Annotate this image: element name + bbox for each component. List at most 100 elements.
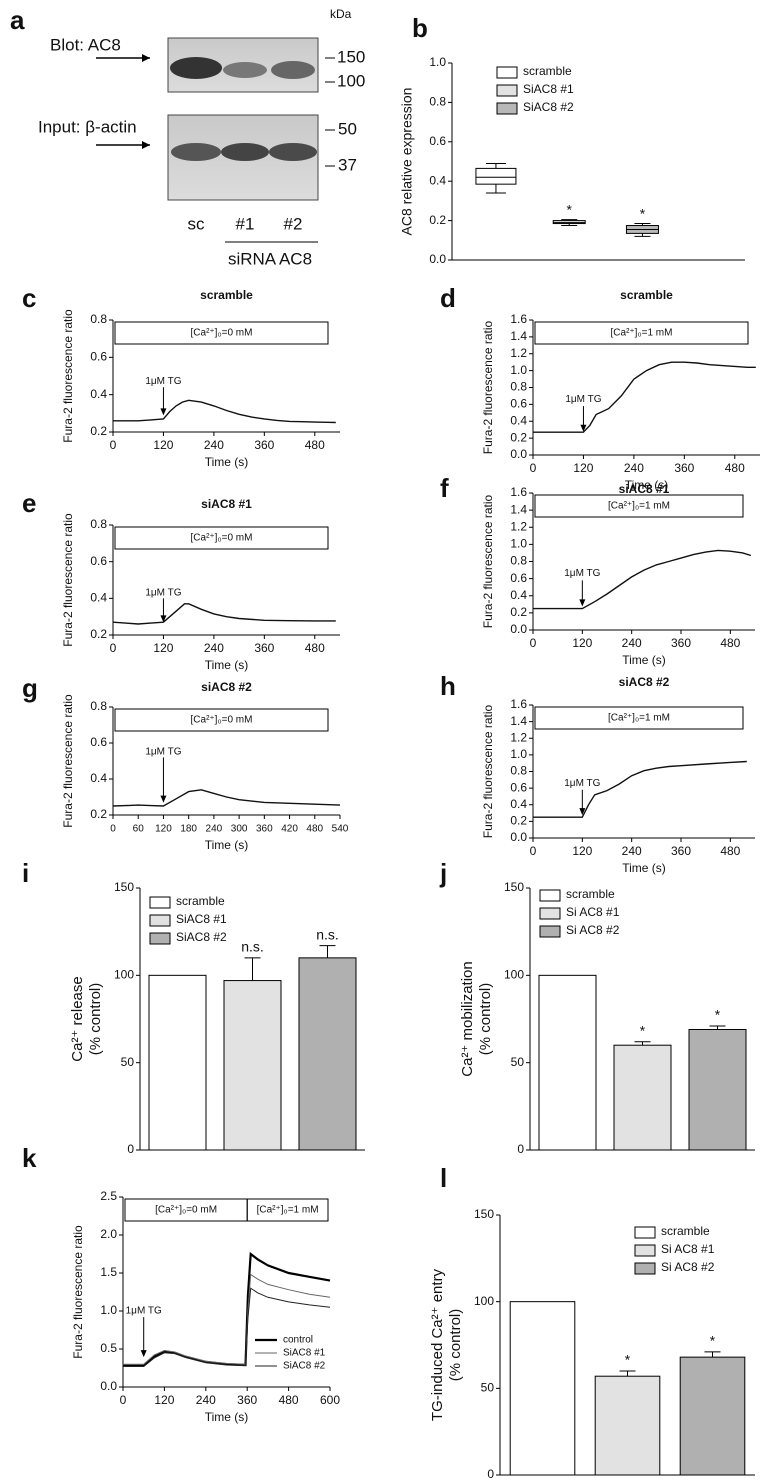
x-tick-label: 480 (306, 824, 323, 835)
panel: j 0 50 100 150 Ca²⁺ mobilization (% control) * *… (439, 858, 755, 1156)
x-tick-label: 240 (206, 824, 223, 835)
y-tick-label: 0.6 (510, 571, 527, 585)
error-bar (244, 957, 261, 981)
legend-label: SiAC8 #2 (176, 930, 227, 944)
data-line (123, 1273, 331, 1365)
y-tick-label: 0.8 (510, 554, 527, 568)
arrow-head (142, 141, 150, 149)
x-tick-label: 480 (279, 1393, 299, 1407)
panel: c scramble 0.2 0.4 0.6 0.8 Fura-2 fluorescence… (22, 283, 340, 469)
x-tick-label: 600 (320, 1393, 340, 1407)
bar-label: * (710, 1333, 716, 1349)
y-tick-label: 1.0 (100, 1303, 117, 1317)
x-tick-label: 360 (671, 636, 691, 650)
y-tick-label: 0.5 (100, 1341, 117, 1355)
y-axis-label: Fura-2 fluorescence ratio (481, 494, 495, 628)
legend-label: SiAC8 #2 (283, 1361, 326, 1372)
bar-label: * (625, 1352, 631, 1368)
panel: g siAC8 #2 0.2 0.4 0.6 0.8 Fura-2 fluorescence… (22, 673, 349, 852)
x-axis-label: Time (s) (205, 1410, 249, 1424)
error-bar (619, 1370, 636, 1377)
y-tick-label: 0.6 (90, 350, 107, 364)
y-axis-label: Fura-2 fluorescence ratio (481, 320, 495, 454)
x-tick-label: 360 (237, 1393, 257, 1407)
y-tick-label: 0 (517, 1142, 524, 1156)
unit-label: kDa (330, 7, 352, 21)
legend-swatch (539, 907, 561, 920)
panel-a: a kDa Blot: AC8 150 100 Input: β-actin 5… (10, 5, 365, 269)
arrow-head (580, 424, 587, 432)
x-tick-label: 240 (624, 461, 644, 475)
y-tick-label: 1.0 (510, 537, 527, 551)
blot-label: Blot: AC8 (50, 35, 121, 54)
legend-swatch (496, 66, 518, 79)
y-tick-label: 0.8 (90, 517, 107, 531)
y-tick-label: 0.4 (90, 591, 107, 605)
y-tick-label: 0.8 (429, 95, 446, 109)
legend-label: SiAC8 #1 (176, 912, 227, 926)
arrow-head (140, 1350, 147, 1358)
legend-label: Si AC8 #1 (566, 905, 620, 919)
x-tick-label: 540 (332, 824, 349, 835)
y-tick-label: 1.4 (510, 714, 527, 728)
legend-swatch (634, 1244, 656, 1257)
arrow-head (160, 795, 167, 803)
y-axis-label: Ca²⁺ release (69, 976, 86, 1061)
y-tick-label: 0.6 (510, 780, 527, 794)
y-tick-label: 0 (127, 1142, 134, 1156)
condition-label: [Ca²⁺]₀=0 mM (191, 328, 253, 339)
legend-label: Si AC8 #2 (566, 923, 620, 937)
y-axis-label: Fura-2 fluorescence ratio (61, 309, 75, 443)
marker-label: 100 (337, 71, 365, 90)
annotation: 1μM TG (564, 778, 600, 789)
chart-title: scramble (620, 288, 673, 302)
legend-label: control (283, 1335, 313, 1346)
legend-swatch (539, 889, 561, 902)
y-tick-label: 100 (474, 1294, 494, 1308)
x-tick-label: 0 (530, 844, 537, 858)
y-tick-label: 100 (114, 968, 134, 982)
panel: d scramble 0.0 0.2 0.4 0.6 0.8 1.0 1.2 1.4 1.6 Fura… (440, 283, 760, 492)
x-tick-label: 300 (231, 824, 248, 835)
x-tick-label: 180 (180, 824, 197, 835)
lane-label: #1 (236, 214, 255, 233)
panel: h siAC8 #2 0.0 0.2 0.4 0.6 0.8 1.0 1.2 1.4 1.6 Fura… (440, 671, 755, 875)
x-tick-label: 360 (254, 438, 274, 452)
band (171, 143, 221, 161)
condition-box (534, 706, 744, 730)
x-tick-label: 480 (720, 844, 740, 858)
y-tick-label: 1.6 (510, 312, 527, 326)
y-tick-label: 1.4 (510, 502, 527, 516)
chart-title: siAC8 #1 (201, 497, 252, 511)
x-tick-label: 480 (305, 438, 325, 452)
data-line (123, 1287, 331, 1367)
x-tick-label: 240 (196, 1393, 216, 1407)
y-axis-label: Fura-2 fluorescence ratio (61, 694, 75, 828)
y-tick-label: 2.0 (100, 1227, 117, 1241)
box-label: * (640, 205, 646, 221)
arrow-head (142, 54, 150, 62)
panel: e siAC8 #1 0.2 0.4 0.6 0.8 Fura-2 fluorescence… (22, 488, 340, 672)
data-line (113, 399, 336, 424)
y-tick-label: 0.6 (90, 735, 107, 749)
y-axis-label: Fura-2 fluorescence ratio (71, 1225, 85, 1359)
box-label: * (566, 201, 572, 217)
data-line (123, 1251, 331, 1367)
panel-letter: j (439, 858, 447, 888)
x-tick-label: 360 (674, 461, 694, 475)
y-tick-label: 0.0 (429, 252, 446, 266)
panel-letter: d (440, 283, 456, 313)
data-line (533, 760, 747, 818)
x-axis-label: Time (s) (205, 455, 249, 469)
x-tick-label: 120 (572, 636, 592, 650)
bar (223, 980, 282, 1151)
x-tick-label: 480 (305, 641, 325, 655)
y-tick-label: 0.8 (510, 380, 527, 394)
y-tick-label: 150 (474, 1207, 494, 1221)
y-tick-label: 0 (487, 1467, 494, 1480)
bar-label: n.s. (316, 926, 339, 942)
x-tick-label: 240 (204, 641, 224, 655)
band (170, 57, 222, 79)
lane-label: sc (188, 214, 206, 233)
